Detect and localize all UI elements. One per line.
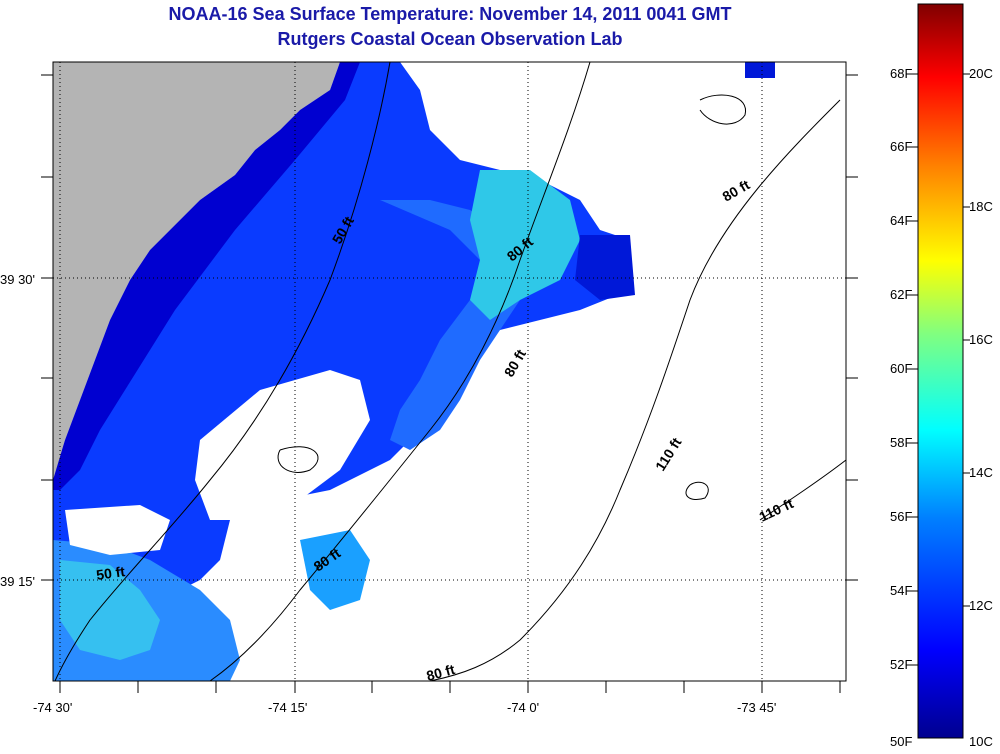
cb-c-18: 18C bbox=[969, 199, 993, 214]
cb-c-10: 10C bbox=[969, 734, 993, 749]
map-subtitle: Rutgers Coastal Ocean Observation Lab bbox=[277, 29, 623, 49]
y-tick-39-30: 39 30' bbox=[0, 272, 35, 287]
cb-c-20: 20C bbox=[969, 66, 993, 81]
graticule bbox=[53, 62, 846, 681]
y-tick-39-15: 39 15' bbox=[0, 574, 35, 589]
cb-f-66: 66F bbox=[890, 139, 912, 154]
x-tick-74-15: -74 15' bbox=[268, 700, 307, 715]
cb-f-50: 50F bbox=[890, 734, 912, 749]
cb-f-62: 62F bbox=[890, 287, 912, 302]
cb-f-68: 68F bbox=[890, 66, 912, 81]
depth-contours bbox=[54, 62, 846, 681]
sst-mid-south-patch bbox=[300, 530, 370, 610]
map-title: NOAA-16 Sea Surface Temperature: Novembe… bbox=[168, 4, 732, 24]
cb-f-64: 64F bbox=[890, 213, 912, 228]
sst-east-patch bbox=[575, 235, 635, 300]
cb-f-52: 52F bbox=[890, 657, 912, 672]
contour-label-50ft-south: 50 ft bbox=[95, 563, 126, 583]
sst-corner-patch bbox=[745, 62, 775, 78]
cb-f-56: 56F bbox=[890, 509, 912, 524]
cb-c-16: 16C bbox=[969, 332, 993, 347]
sst-nearshore-dark bbox=[53, 62, 360, 490]
cb-c-14: 14C bbox=[969, 465, 993, 480]
x-tick-74-30: -74 30' bbox=[33, 700, 72, 715]
cb-f-54: 54F bbox=[890, 583, 912, 598]
x-tick-74-0: -74 0' bbox=[507, 700, 539, 715]
x-tick-73-45: -73 45' bbox=[737, 700, 776, 715]
tick-marks bbox=[41, 74, 858, 693]
cloud-gap bbox=[195, 370, 370, 520]
cb-c-12: 12C bbox=[969, 598, 993, 613]
cb-f-60: 60F bbox=[890, 361, 912, 376]
colorbar bbox=[917, 3, 964, 739]
cb-f-58: 58F bbox=[890, 435, 912, 450]
colorbar-ticks bbox=[911, 73, 970, 666]
sst-south-cyan bbox=[60, 560, 160, 660]
contour-label-80ft-bottom: 80 ft bbox=[425, 661, 457, 684]
land-mass bbox=[53, 62, 340, 480]
cloud-gap-south bbox=[65, 505, 170, 555]
